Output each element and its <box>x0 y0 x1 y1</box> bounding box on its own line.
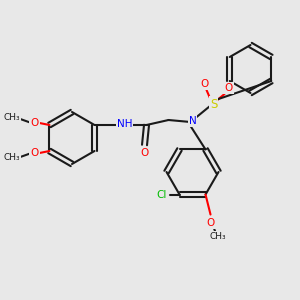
Text: CH₃: CH₃ <box>3 113 20 122</box>
Text: O: O <box>206 218 214 227</box>
Text: Cl: Cl <box>156 190 167 200</box>
Text: CH₃: CH₃ <box>209 232 226 241</box>
Text: NH: NH <box>117 119 132 129</box>
Text: CH₃: CH₃ <box>3 154 20 163</box>
Text: O: O <box>200 79 208 89</box>
Text: O: O <box>30 148 39 158</box>
Text: O: O <box>224 83 232 93</box>
Text: O: O <box>140 148 148 158</box>
Text: S: S <box>210 98 217 110</box>
Text: N: N <box>189 116 196 126</box>
Text: O: O <box>30 118 39 128</box>
